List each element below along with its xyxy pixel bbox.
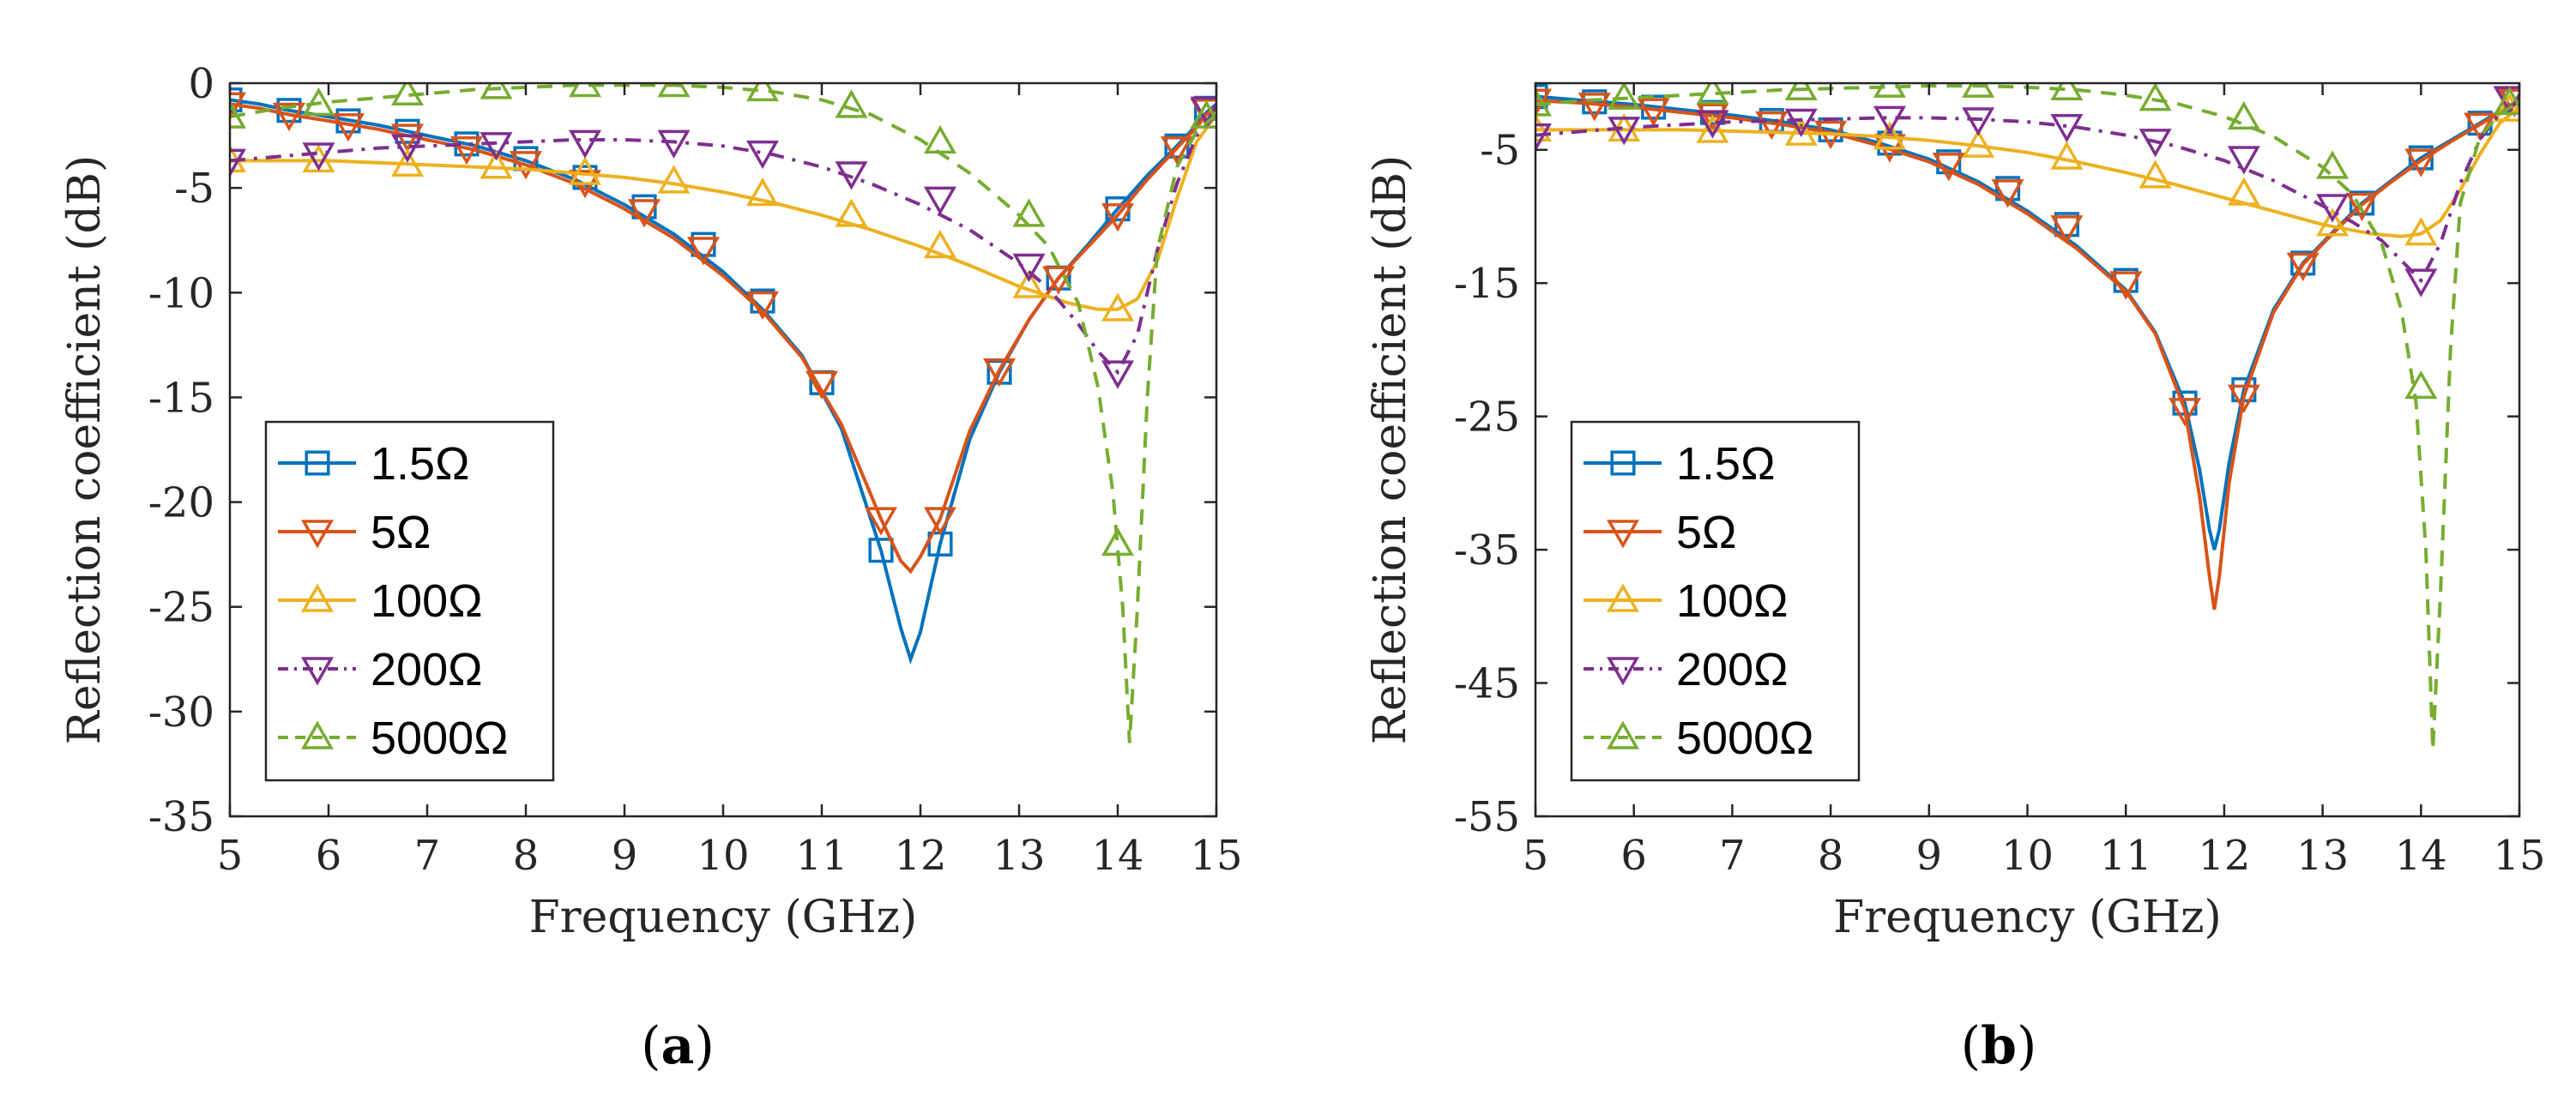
x-tick-label: 14	[2395, 832, 2447, 880]
x-tick-label: 6	[316, 832, 342, 880]
x-tick-label: 5	[1523, 832, 1549, 880]
legend-label: 5000Ω	[371, 713, 509, 764]
x-tick-label: 5	[217, 832, 244, 880]
series-line	[1535, 100, 2519, 280]
legend-label: 100Ω	[371, 575, 482, 627]
x-tick-label: 10	[2001, 832, 2054, 880]
chart-panel-b: 5 6 7 8 9 10 11 12 13 14 15 -5 -15 -25 -35 -45 -55 Freque…	[1365, 72, 2546, 1076]
y-tick-label: -15	[148, 374, 214, 422]
data-point	[483, 74, 510, 98]
data-point	[749, 75, 776, 99]
legend: 1.5Ω 5Ω 100Ω 200Ω 5000Ω	[266, 422, 553, 780]
x-tick-label: 8	[513, 832, 540, 880]
x-axis-label: Frequency (GHz)	[529, 892, 918, 943]
x-tick-label: 15	[2493, 832, 2545, 880]
data-point	[2053, 75, 2080, 99]
y-tick-label: -45	[1454, 660, 1520, 708]
series-3	[216, 98, 1221, 386]
x-tick-label: 9	[612, 832, 638, 880]
x-axis-label: Frequency (GHz)	[1833, 892, 2222, 943]
legend-label: 5Ω	[371, 507, 431, 558]
x-tick-label: 13	[992, 832, 1045, 880]
y-tick-label: -35	[148, 793, 214, 841]
legend-label: 5000Ω	[1676, 713, 1814, 764]
data-point	[926, 128, 954, 152]
y-tick-label: -15	[1454, 260, 1520, 308]
y-tick-label: -5	[174, 165, 214, 213]
x-tick-label: 8	[1818, 832, 1844, 880]
x-tick-label: 7	[414, 832, 441, 880]
legend: 1.5Ω 5Ω 100Ω 200Ω 5000Ω	[1572, 422, 1859, 780]
data-point	[2142, 86, 2169, 110]
y-tick-label: -35	[1454, 526, 1520, 575]
x-tick-label: 12	[894, 832, 946, 880]
figure: 5 6 7 8 9 10 11 12 13 14 15 0 -5 -10 -15 -20 -25 -30 -35 Fr…	[0, 0, 2576, 1095]
panel-label: (b)	[1961, 1016, 2037, 1076]
x-tick-label: 11	[2100, 832, 2152, 880]
series-2	[1522, 96, 2524, 244]
y-tick-label: -5	[1480, 127, 1520, 175]
series-line	[230, 115, 1216, 373]
legend-label: 100Ω	[1676, 575, 1788, 627]
x-tick-label: 6	[1620, 832, 1647, 880]
data-point	[1876, 107, 1903, 131]
legend-label: 5Ω	[1676, 507, 1736, 558]
x-tick-label: 13	[2296, 832, 2349, 880]
data-point	[2230, 104, 2258, 128]
series-line	[1535, 107, 2519, 237]
y-tick-label: -55	[1454, 793, 1520, 841]
data-point	[838, 93, 866, 117]
x-tick-label: 14	[1091, 832, 1143, 880]
y-tick-label: -25	[1454, 394, 1520, 442]
x-tick-label: 10	[697, 832, 749, 880]
x-tick-label: 15	[1190, 832, 1242, 880]
y-axis-label: Reflection coefficient (dB)	[59, 155, 111, 745]
data-point	[2053, 144, 2080, 168]
x-tick-label: 9	[1916, 832, 1943, 880]
legend-label: 1.5Ω	[1676, 438, 1775, 490]
data-point	[1788, 75, 1815, 99]
legend-label: 200Ω	[1676, 644, 1788, 695]
y-tick-label: -25	[148, 584, 214, 632]
y-tick-label: 0	[188, 60, 214, 108]
y-axis-label: Reflection coefficient (dB)	[1365, 155, 1416, 745]
x-tick-label: 12	[2198, 832, 2250, 880]
y-tick-label: -20	[148, 479, 214, 527]
x-tick-label: 7	[1719, 832, 1746, 880]
y-tick-label: -30	[148, 689, 214, 737]
data-point	[2230, 147, 2258, 171]
data-point	[661, 168, 688, 192]
data-point	[571, 131, 599, 155]
panel-label: (a)	[641, 1016, 715, 1076]
x-tick-label: 11	[795, 832, 848, 880]
legend-label: 200Ω	[371, 644, 482, 695]
legend-label: 1.5Ω	[371, 438, 469, 490]
chart-panel-a: 5 6 7 8 9 10 11 12 13 14 15 0 -5 -10 -15 -20 -25 -30 -35 Fr…	[59, 60, 1243, 1076]
y-tick-label: -10	[148, 269, 214, 317]
